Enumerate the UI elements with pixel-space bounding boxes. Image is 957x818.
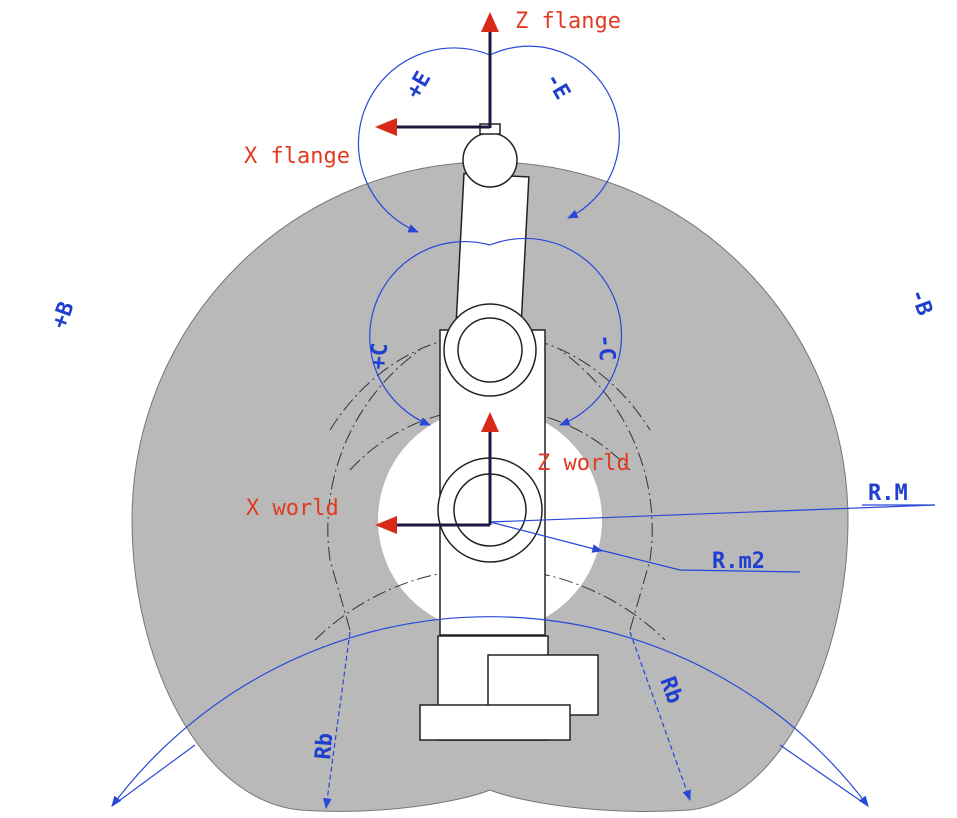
x-world-label: X world xyxy=(246,496,339,521)
x-flange-label: X flange xyxy=(244,144,350,169)
reach-arc xyxy=(559,349,653,631)
rb-label: Rb xyxy=(311,732,338,761)
minus-b-label: -B xyxy=(904,286,937,319)
robot xyxy=(419,123,599,741)
e-arc xyxy=(357,47,491,233)
frames xyxy=(395,30,492,527)
r-min2-line xyxy=(599,549,801,573)
b-limit xyxy=(111,744,196,807)
e-arc xyxy=(489,45,620,219)
reach-arc xyxy=(327,349,421,631)
z-world-label: Z world xyxy=(537,451,630,476)
b-limit xyxy=(779,744,869,807)
r-max-label: R.M xyxy=(868,481,908,506)
c-arc xyxy=(489,237,623,426)
r-min2-line xyxy=(489,521,604,553)
rb-line xyxy=(323,631,351,810)
b-arc xyxy=(111,616,869,807)
plus-b-label: +B xyxy=(47,299,80,332)
arrowheads xyxy=(375,12,499,534)
plus-e-label: +E xyxy=(402,68,437,103)
minus-c-label: -C xyxy=(592,333,619,362)
r-min2-label: R.m2 xyxy=(712,549,765,574)
z-flange-label: Z flange xyxy=(515,9,621,34)
c-arc xyxy=(369,240,491,426)
plus-c-label: +C xyxy=(366,342,393,371)
rb-line xyxy=(629,631,691,802)
r-max-line xyxy=(489,504,936,523)
minus-e-label: -E xyxy=(540,69,575,104)
